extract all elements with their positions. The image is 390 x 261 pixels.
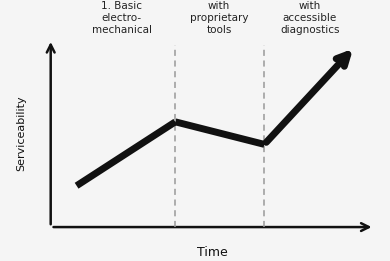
Text: Time: Time [197,246,228,259]
Text: 3. Electronic
with
accessible
diagnostics: 3. Electronic with accessible diagnostic… [277,0,342,35]
Text: 1. Basic
electro-
mechanical: 1. Basic electro- mechanical [92,1,152,35]
Text: Serviceability: Serviceability [16,95,27,171]
Text: 2. Electronic
with
proprietary
tools: 2. Electronic with proprietary tools [186,0,252,35]
